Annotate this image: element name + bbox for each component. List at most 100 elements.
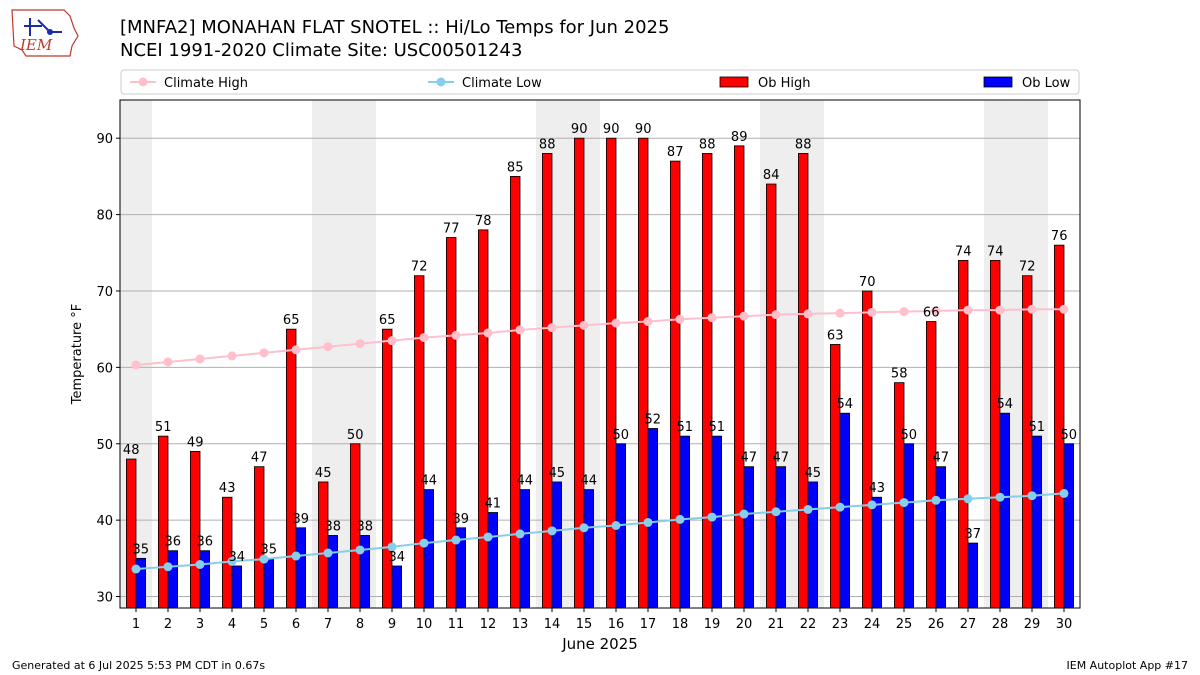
ob-high-value-label: 50 <box>347 428 364 443</box>
x-tick-label: 17 <box>640 617 657 632</box>
x-tick-label: 14 <box>544 617 561 632</box>
ob-high-bar <box>285 328 297 609</box>
ob-low-bar <box>967 542 979 609</box>
climate-high-point <box>867 307 877 317</box>
climate-low-point <box>259 554 269 564</box>
ob-low-bar <box>231 565 243 609</box>
climate-high-point <box>899 307 909 317</box>
x-tick-label: 26 <box>928 617 945 632</box>
y-tick-label: 50 <box>96 438 113 453</box>
climate-low-point <box>547 526 557 536</box>
x-tick-label: 15 <box>576 617 593 632</box>
climate-low-point <box>835 502 845 512</box>
climate-low-point <box>1059 488 1069 498</box>
ob-low-value-label: 44 <box>581 474 598 489</box>
ob-low-bar <box>519 489 531 609</box>
ob-low-bar <box>743 466 755 609</box>
climate-low-line <box>135 492 1065 571</box>
x-tick-label: 16 <box>608 617 625 632</box>
ob-high-bar <box>734 145 745 609</box>
x-tick-label: 6 <box>292 617 300 632</box>
y-tick-label: 30 <box>96 591 113 606</box>
app-label: IEM Autoplot App #17 <box>1066 659 1189 672</box>
ob-high-value-label: 85 <box>507 160 524 175</box>
x-tick-label: 2 <box>164 617 172 632</box>
legend-label: Climate High <box>164 76 248 91</box>
x-tick-label: 24 <box>864 617 881 632</box>
climate-high-point <box>323 342 333 352</box>
ob-high-value-label: 58 <box>891 367 908 382</box>
x-tick-label: 12 <box>480 617 497 632</box>
ob-low-value-label: 54 <box>997 397 1014 412</box>
ob-high-value-label: 65 <box>283 313 300 328</box>
ob-high-value-label: 48 <box>123 443 140 458</box>
ob-low-bar <box>199 550 211 609</box>
ob-high-value-label: 78 <box>475 214 492 229</box>
ob-high-bar <box>862 290 873 609</box>
ob-high-value-label: 76 <box>1051 229 1068 244</box>
ob-low-bar <box>775 466 787 609</box>
chart-subtitle: NCEI 1991-2020 Climate Site: USC00501243 <box>120 40 523 61</box>
ob-low-bar <box>1063 443 1075 609</box>
ob-low-value-label: 35 <box>133 542 150 557</box>
ob-low-value-label: 35 <box>261 542 278 557</box>
x-tick-label: 5 <box>260 617 268 632</box>
ob-high-bar <box>830 344 841 609</box>
climate-high-point <box>547 323 557 333</box>
climate-high-point <box>931 306 941 316</box>
ob-high-bar <box>670 160 681 609</box>
y-tick-label: 60 <box>96 361 113 376</box>
y-tick-label: 70 <box>96 285 113 300</box>
ob-low-value-label: 43 <box>869 481 886 496</box>
climate-high-point <box>579 320 589 330</box>
climate-low-point <box>227 556 237 566</box>
ob-low-value-label: 36 <box>197 535 214 550</box>
x-tick-label: 23 <box>832 617 849 632</box>
x-tick-label: 30 <box>1056 617 1073 632</box>
ob-low-bar <box>167 550 179 609</box>
x-tick-label: 18 <box>672 617 689 632</box>
ob-low-value-label: 44 <box>421 474 438 489</box>
iowa-outline-icon <box>11 9 79 57</box>
ob-high-bar <box>542 153 553 609</box>
ob-high-value-label: 88 <box>795 137 812 152</box>
legend-label: Climate Low <box>462 76 542 91</box>
climate-low-point <box>483 532 493 542</box>
legend-point-swatch <box>436 77 446 87</box>
x-tick-label: 22 <box>800 617 817 632</box>
ob-low-value-label: 44 <box>517 474 534 489</box>
climate-high-point <box>995 305 1005 315</box>
plot-frame <box>119 99 1081 609</box>
legend-label: Ob Low <box>1022 76 1071 91</box>
climate-low-point <box>963 494 973 504</box>
climate-low-point <box>931 495 941 505</box>
ob-low-value-label: 39 <box>293 512 310 527</box>
climate-low-point <box>323 548 333 558</box>
climate-high-point <box>195 354 205 364</box>
climate-high-point <box>771 310 781 320</box>
x-tick-label: 13 <box>512 617 529 632</box>
ob-low-bar <box>487 512 499 609</box>
climate-low-point <box>611 520 621 530</box>
climate-high-point <box>611 318 621 328</box>
climate-high-point <box>483 328 493 338</box>
ob-high-value-label: 88 <box>539 137 556 152</box>
y-tick-label: 40 <box>96 514 113 529</box>
ob-low-bar <box>871 496 883 609</box>
ob-low-value-label: 51 <box>677 420 694 435</box>
x-axis-label: June 2025 <box>561 635 638 653</box>
climate-low-point <box>675 514 685 524</box>
legend-bar-swatch <box>719 76 749 88</box>
climate-high-point <box>963 305 973 315</box>
climate-high-point <box>1059 304 1069 314</box>
climate-low-point <box>451 535 461 545</box>
climate-high-point <box>355 339 365 349</box>
x-tick-label: 28 <box>992 617 1009 632</box>
climate-high-point <box>419 333 429 343</box>
ob-low-value-label: 47 <box>773 451 790 466</box>
x-tick-label: 11 <box>448 617 465 632</box>
climate-high-point <box>515 325 525 335</box>
ob-high-value-label: 72 <box>1019 260 1036 275</box>
ob-high-bar <box>445 237 457 609</box>
climate-high-point <box>643 317 653 327</box>
